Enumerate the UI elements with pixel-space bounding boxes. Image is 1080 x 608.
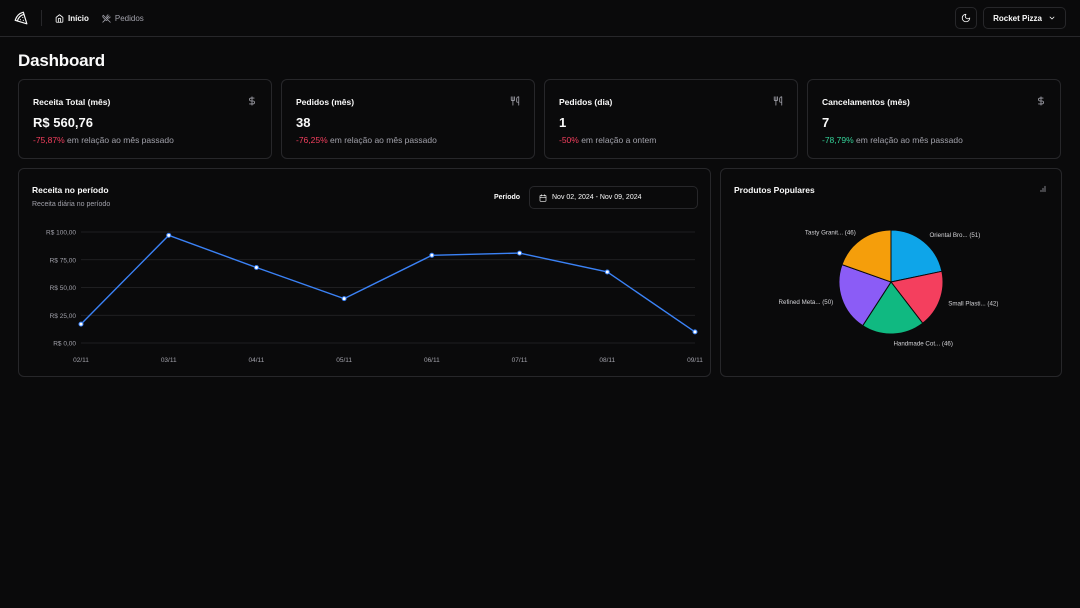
x-tick-label: 08/11: [599, 357, 615, 364]
kpi-delta-percent: -75,87%: [33, 135, 65, 145]
store-name: Rocket Pizza: [993, 13, 1042, 23]
kpi-delta-percent: -50%: [559, 135, 579, 145]
data-point[interactable]: [604, 269, 610, 275]
x-tick-label: 07/11: [512, 357, 528, 364]
kpi-delta: -75,87% em relação ao mês passado: [33, 135, 174, 145]
kpi-delta: -50% em relação a ontem: [559, 135, 656, 145]
kpi-delta: -78,79% em relação ao mês passado: [822, 135, 963, 145]
top-bar: Início Pedidos Rocket Pizza: [0, 0, 1080, 37]
revenue-line-chart: R$ 0,00 R$ 25,00 R$ 50,00 R$ 75,00 R$ 100,00…: [46, 230, 703, 365]
revenue-title: Receita no período: [32, 185, 109, 195]
header-divider: [41, 10, 42, 26]
kpi-delta-percent: -76,25%: [296, 135, 328, 145]
x-tick-label: 04/11: [249, 357, 265, 364]
popular-products-pie-chart: Oriental Bro... (51) Small Plasti... (42)…: [779, 229, 998, 347]
dollar-icon: [1038, 96, 1044, 106]
kpi-delta-text: em relação ao mês passado: [64, 135, 174, 145]
nav-item-label: Pedidos: [114, 13, 144, 23]
store-menu-button[interactable]: Rocket Pizza: [983, 7, 1066, 29]
popular-products-title: Produtos Populares: [734, 185, 815, 195]
kpi-card-receita-total: Receita Total (mês) R$ 560,76 -75,87% em…: [18, 79, 272, 159]
kpi-delta-text: em relação a ontem: [578, 135, 657, 145]
kpi-card-pedidos-dia: Pedidos (dia) 1 -50% em relação a ontem: [544, 79, 798, 159]
nav-item-label: Início: [68, 13, 89, 23]
x-tick-label: 05/11: [336, 357, 352, 364]
data-point[interactable]: [692, 329, 698, 335]
nav-item-inicio[interactable]: Início: [55, 14, 89, 23]
x-tick-label: 02/11: [73, 357, 89, 364]
pie-slice[interactable]: [862, 281, 924, 335]
nav-item-pedidos[interactable]: Pedidos: [102, 14, 144, 23]
pie-slice-label: Oriental Bro... (51): [929, 232, 980, 239]
data-point[interactable]: [166, 232, 172, 238]
x-tick-label: 09/11: [687, 357, 703, 364]
y-tick-label: R$ 25,00: [50, 313, 77, 320]
utensils-icon: [773, 96, 783, 106]
y-tick-label: R$ 100,00: [46, 230, 76, 237]
theme-toggle-button[interactable]: [955, 7, 978, 29]
kpi-title: Pedidos (dia): [559, 97, 613, 107]
x-tick-label: 03/11: [161, 357, 177, 364]
moon-icon: [961, 13, 971, 23]
kpi-title: Pedidos (mês): [296, 97, 355, 107]
header-tools: Rocket Pizza: [955, 7, 1066, 29]
pie-slice-label: Tasty Granit... (46): [805, 230, 856, 237]
kpi-delta-text: em relação ao mês passado: [327, 135, 437, 145]
pizza-logo-icon[interactable]: [14, 11, 28, 25]
kpi-value: 7: [822, 115, 830, 130]
kpi-card-pedidos-mes: Pedidos (mês) 38 -76,25% em relação ao m…: [281, 79, 535, 159]
data-point[interactable]: [517, 250, 523, 256]
kpi-delta-text: em relação ao mês passado: [853, 135, 963, 145]
dollar-icon: [249, 96, 255, 106]
kpi-card-cancelamentos: Cancelamentos (mês) 7 -78,79% em relação…: [807, 79, 1061, 159]
kpi-title: Cancelamentos (mês): [822, 97, 910, 107]
home-icon: [55, 13, 64, 23]
kpi-title: Receita Total (mês): [33, 97, 111, 107]
y-tick-label: R$ 50,00: [50, 285, 77, 292]
kpi-delta-percent: -78,79%: [822, 135, 854, 145]
date-range-picker[interactable]: Nov 02, 2024 - Nov 09, 2024: [529, 186, 698, 209]
revenue-subtitle: Receita diária no período: [32, 201, 111, 208]
pie-slice[interactable]: [841, 229, 892, 283]
kpi-delta: -76,25% em relação ao mês passado: [296, 135, 437, 145]
series-line: [80, 234, 696, 333]
kpi-value: R$ 560,76: [33, 115, 93, 130]
utensils-crossed-icon: [102, 13, 111, 23]
pie-slice-label: Handmade Cot... (46): [893, 340, 953, 347]
x-tick-label: 06/11: [424, 357, 440, 364]
period-label: Período: [494, 194, 521, 201]
data-point[interactable]: [429, 252, 435, 258]
data-point[interactable]: [253, 265, 259, 271]
popular-products-card: Produtos Populares Oriental Bro... (51) S…: [720, 168, 1062, 377]
pie-slice[interactable]: [890, 229, 943, 283]
data-point[interactable]: [78, 321, 84, 327]
page-title: Dashboard: [18, 51, 105, 70]
calendar-icon: [539, 193, 547, 202]
main-nav: Início Pedidos: [55, 14, 144, 23]
pie-slice[interactable]: [838, 263, 892, 327]
bar-chart-icon: [1040, 185, 1046, 193]
chevron-down-icon: [1049, 16, 1055, 20]
data-point[interactable]: [341, 296, 347, 302]
revenue-card: Receita no período Receita diária no per…: [18, 168, 711, 377]
y-tick-label: R$ 75,00: [50, 257, 77, 264]
pie-slice[interactable]: [890, 270, 944, 324]
utensils-icon: [510, 96, 520, 106]
kpi-value: 1: [559, 115, 567, 130]
pie-slice-label: Small Plasti... (42): [948, 301, 998, 308]
date-range-value: Nov 02, 2024 - Nov 09, 2024: [552, 194, 642, 201]
kpi-value: 38: [296, 115, 311, 130]
pie-slice-label: Refined Meta... (50): [779, 299, 834, 306]
y-tick-label: R$ 0,00: [53, 341, 76, 348]
